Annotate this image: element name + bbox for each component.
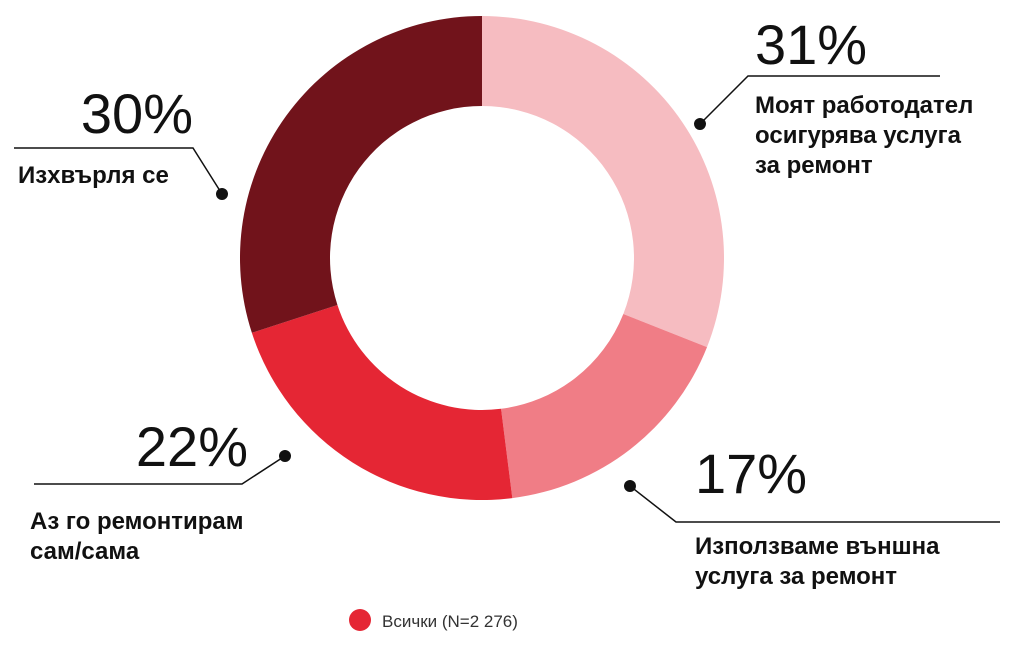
- legend-swatch: [349, 609, 371, 631]
- callout-line: [34, 455, 286, 485]
- callouts: 31% Моят работодател осигурява услуга за ре…: [14, 13, 1000, 590]
- donut-slice-1: [482, 16, 724, 348]
- legend-label: Всички (N=2 276): [382, 612, 518, 631]
- slice-percent-label: 22%: [136, 415, 248, 478]
- slice-category-label: Моят работодател: [755, 92, 973, 119]
- donut-slice-4: [240, 16, 482, 333]
- slice-percent-label: 31%: [755, 13, 867, 76]
- legend: Всички (N=2 276): [349, 609, 518, 631]
- slice-category-label: сам/сама: [30, 538, 140, 565]
- donut-slice-3: [251, 304, 513, 501]
- callout-dot: [694, 118, 706, 130]
- slice-category-label: Аз го ремонтирам: [30, 508, 244, 535]
- callout-dot: [279, 450, 291, 462]
- callout-line: [629, 485, 1000, 523]
- slice-category-label: осигурява услуга: [755, 122, 962, 149]
- slice-category-label: услуга за ремонт: [695, 563, 897, 590]
- slice-category-label: Използваме външна: [695, 533, 940, 560]
- slice-percent-label: 30%: [81, 82, 193, 145]
- callout-line: [14, 147, 223, 195]
- callout-dot: [216, 188, 228, 200]
- callout-line: [699, 75, 940, 125]
- slice-category-label: за ремонт: [755, 152, 873, 179]
- callout-dot: [624, 480, 636, 492]
- slice-percent-label: 17%: [695, 442, 807, 505]
- donut-slices: [240, 16, 724, 501]
- slice-category-label: Изхвърля се: [18, 162, 169, 189]
- donut-slice-2: [501, 313, 708, 499]
